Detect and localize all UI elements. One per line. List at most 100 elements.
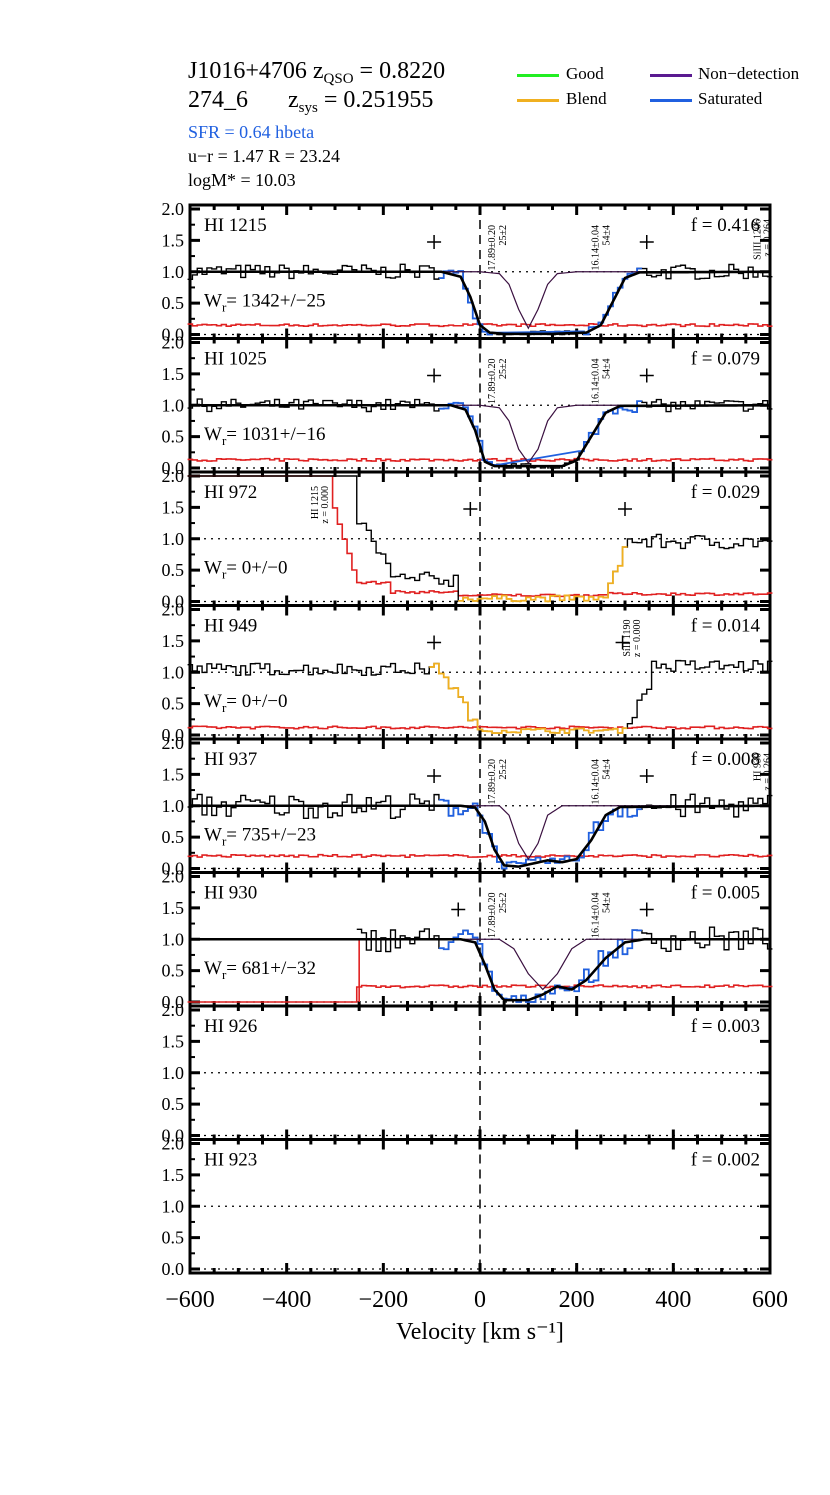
panel-4-integration-limit-marker — [427, 769, 442, 783]
panel-6-ytick-label: 1.0 — [162, 1063, 185, 1083]
panel-3-ytick-label: 2.0 — [162, 600, 185, 620]
legend-swatch-blend — [517, 99, 559, 102]
panel-4-ytick-label: 1.0 — [162, 796, 185, 816]
panel-4-integration-limit-marker — [639, 769, 654, 783]
panel-0-ytick-label: 1.0 — [162, 262, 185, 282]
legend-swatch-saturated — [650, 99, 692, 102]
panel-6-oscillator-strength: f = 0.003 — [691, 1016, 760, 1037]
object-line: J1016+4706 zQSO = 0.8220 — [188, 58, 445, 88]
panel-2-oscillator-strength: f = 0.029 — [691, 482, 760, 503]
zqso-symbol: z — [312, 58, 324, 84]
panel-5-component-b: 54±4 — [601, 893, 612, 914]
panel-5-equivalent-width: Wr= 681+/−32 — [204, 958, 316, 982]
panel-5-error-spectrum — [187, 984, 773, 1003]
panel-1-component-b: 25±2 — [498, 359, 509, 380]
panel-2-ytick-label: 1.5 — [162, 497, 185, 517]
panel-4-component-b: 54±4 — [601, 759, 612, 780]
panel-6-ytick-label: 0.5 — [162, 1094, 185, 1114]
legend-swatch-nondetection — [650, 74, 692, 77]
panel-2-integration-limit-marker — [463, 502, 478, 516]
panel-0-ytick-label: 2.0 — [162, 199, 185, 219]
panel-1-component-logn: 16.14±0.04 — [590, 359, 601, 405]
panel-4-component-logn: 16.14±0.04 — [590, 759, 601, 805]
x-tick-label: 400 — [655, 1287, 691, 1313]
panel-2-ytick-label: 0.0 — [162, 592, 185, 612]
panel-7-ytick-label: 1.5 — [162, 1165, 185, 1185]
panel-1-line-name: HI 1025 — [204, 349, 267, 370]
plot-header: J1016+4706 zQSO = 0.8220 274_6 zsys = 0.… — [0, 0, 830, 200]
object-name: J1016+4706 — [188, 58, 307, 84]
system-line: 274_6 zsys = 0.251955 — [188, 87, 433, 117]
panel-3-error-spectrum — [187, 725, 773, 730]
zsys-value: = 0.251955 — [317, 87, 434, 113]
panel-3-oscillator-strength: f = 0.014 — [691, 616, 761, 637]
panel-5-highlight-region — [438, 929, 642, 1003]
panel-2-error-spectrum — [187, 475, 773, 598]
panel-2-side-label-redshift: z = 0.000 — [320, 486, 331, 524]
panel-0-component-logn: 16.14±0.04 — [590, 225, 601, 271]
x-tick-label: 0 — [474, 1287, 486, 1313]
x-tick-label: 200 — [559, 1287, 595, 1313]
panel-5-ytick-label: 0.5 — [162, 961, 185, 981]
panel-0-integration-limit-marker — [639, 235, 654, 249]
panel-1-ytick-label: 1.5 — [162, 364, 185, 384]
panel-2-ytick-label: 0.5 — [162, 560, 185, 580]
panel-3-equivalent-width: Wr= 0+/−0 — [204, 691, 287, 715]
legend-swatch-good — [517, 74, 559, 77]
panel-5-ytick-label: 0.0 — [162, 992, 185, 1012]
zqso-subscript: QSO — [323, 71, 354, 87]
panel-0-line-name: HI 1215 — [204, 215, 267, 236]
panel-3-side-label-redshift: z = 0.000 — [632, 620, 643, 658]
panel-3-integration-limit-marker — [615, 635, 630, 650]
panel-4-equivalent-width: Wr= 735+/−23 — [204, 824, 316, 848]
zsys-symbol: z — [288, 87, 299, 113]
panel-3-ytick-label: 0.0 — [162, 725, 185, 745]
x-tick-label: 600 — [752, 1287, 788, 1313]
panel-4-line-name: HI 937 — [204, 749, 257, 770]
panel-1-error-spectrum — [187, 457, 773, 462]
panel-3-ytick-label: 0.5 — [162, 694, 185, 714]
panel-1-component-b: 54±4 — [601, 359, 612, 380]
panel-6-line-name: HI 926 — [204, 1016, 257, 1037]
panel-7-line-name: HI 923 — [204, 1150, 257, 1171]
panel-0-side-label-line: SiIII 1206 — [752, 219, 763, 260]
panel-5-component-b: 25±2 — [498, 893, 509, 914]
panel-4-oscillator-strength: f = 0.008 — [691, 749, 760, 770]
panel-0-ytick-label: 1.5 — [162, 230, 185, 250]
panel-1-ytick-label: 0.5 — [162, 427, 185, 447]
panel-7-ytick-label: 0.5 — [162, 1228, 185, 1248]
panel-5-oscillator-strength: f = 0.005 — [691, 883, 760, 904]
panel-5-component-logn: 16.14±0.04 — [590, 893, 601, 939]
panel-1-component-logn: 17.89±0.20 — [487, 359, 498, 405]
panel-6-ytick-label: 1.5 — [162, 1031, 185, 1051]
panel-4-side-label-line: HI 930 — [752, 753, 763, 781]
legend-label-blend: Blend — [566, 89, 607, 108]
panel-3-line-name: HI 949 — [204, 616, 257, 637]
panel-3-side-label-line: SiII 1190 — [622, 620, 633, 657]
panel-7-ytick-label: 2.0 — [162, 1134, 185, 1154]
panel-5-ytick-label: 1.5 — [162, 898, 185, 918]
panel-2-highlight-region — [458, 546, 628, 603]
panel-0-component-logn: 17.89±0.20 — [487, 225, 498, 271]
system-id: 274_6 — [188, 87, 248, 113]
panel-5-voigt-fit — [190, 937, 770, 1002]
panel-3-ytick-label: 1.0 — [162, 662, 185, 682]
legend-label-good: Good — [566, 64, 604, 83]
zsys-subscript: sys — [298, 100, 318, 116]
panel-7-ytick-label: 0.0 — [162, 1259, 185, 1279]
panel-1-oscillator-strength: f = 0.079 — [691, 349, 760, 370]
panel-1-equivalent-width: Wr= 1031+/−16 — [204, 424, 325, 448]
legend-label-saturated: Saturated — [698, 89, 763, 108]
panel-4-voigt-fit — [190, 804, 771, 868]
panel-5-ytick-label: 1.0 — [162, 929, 185, 949]
x-tick-label: −200 — [359, 1287, 409, 1313]
panel-2-side-label-line: HI 1215 — [310, 486, 321, 519]
panel-1-integration-limit-marker — [427, 368, 442, 383]
color-line: u−r = 1.47 R = 23.24 — [188, 146, 340, 166]
panel-4-ytick-label: 2.0 — [162, 733, 185, 753]
panel-2-integration-limit-marker — [618, 502, 632, 516]
panel-5-integration-limit-marker — [451, 902, 466, 917]
panel-0-equivalent-width: Wr= 1342+/−25 — [204, 290, 325, 314]
panel-7-oscillator-strength: f = 0.002 — [691, 1150, 760, 1171]
